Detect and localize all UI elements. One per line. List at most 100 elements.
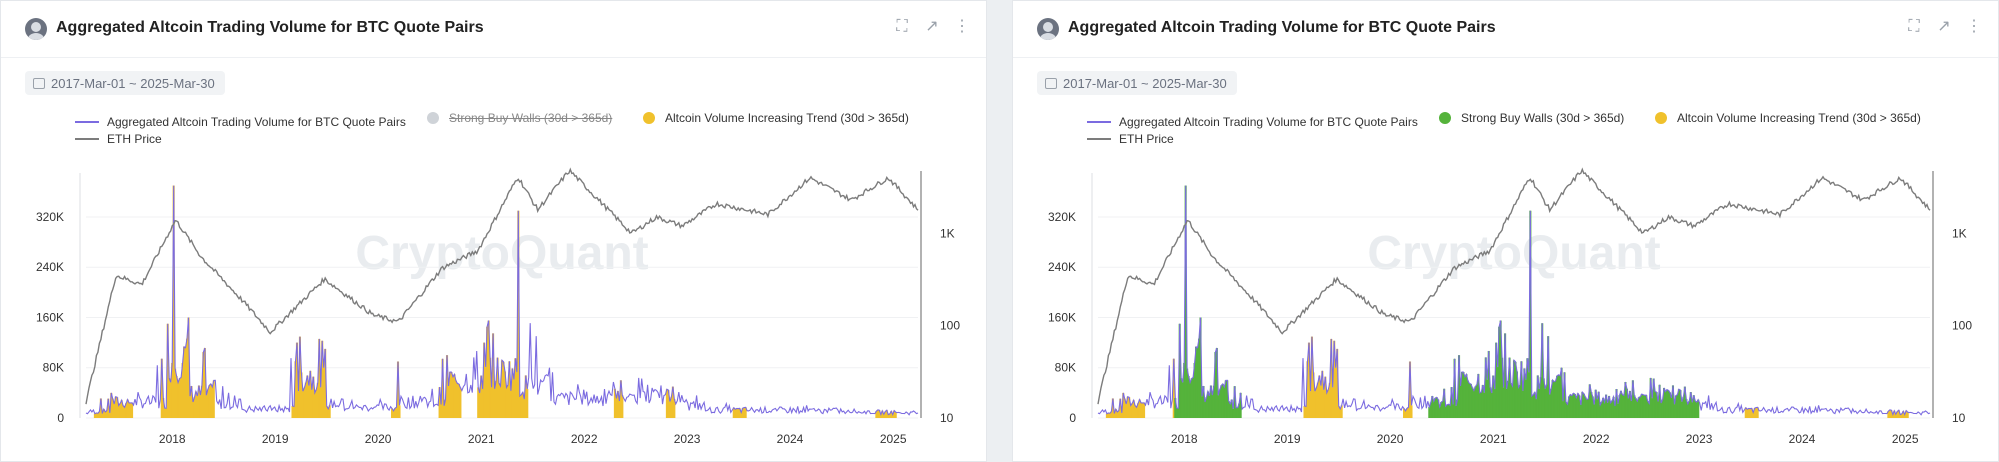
highlight-bar — [1499, 320, 1502, 418]
highlight-bar — [670, 396, 673, 418]
highlight-bar — [613, 388, 616, 418]
highlight-bar — [188, 396, 192, 418]
highlight-bar — [741, 408, 744, 418]
highlight-bar — [1608, 395, 1611, 418]
highlight-bar — [298, 336, 301, 418]
highlight-bar — [1671, 385, 1675, 418]
highlight-bar — [315, 389, 318, 418]
highlight-bar — [1637, 397, 1640, 418]
highlight-bar — [1661, 399, 1664, 418]
date-range-label: 2017-Mar-01 ~ 2025-Mar-30 — [1063, 75, 1227, 91]
highlight-bar — [1545, 384, 1548, 418]
highlight-bar — [1504, 333, 1507, 418]
highlight-bar — [1195, 346, 1198, 418]
highlight-bar — [1900, 413, 1903, 418]
legend-item-increasing-trend[interactable]: Altcoin Volume Increasing Trend (30d > 3… — [1655, 111, 1921, 125]
open-external-icon[interactable]: ↗ — [925, 18, 939, 35]
highlight-bar — [111, 398, 114, 418]
expand-icon[interactable]: ⛶ — [896, 18, 908, 35]
highlight-bar — [96, 413, 99, 418]
highlight-bar — [1199, 317, 1202, 418]
highlight-bar — [205, 395, 208, 418]
highlight-bar — [1322, 389, 1325, 418]
expand-icon[interactable]: ⛶ — [1908, 18, 1920, 35]
highlight-bar — [194, 391, 197, 418]
highlight-bar — [1906, 412, 1909, 418]
highlight-bar — [665, 389, 668, 418]
date-range-picker[interactable]: 2017-Mar-01 ~ 2025-Mar-30 — [1037, 71, 1237, 95]
highlight-bar — [1651, 398, 1654, 418]
y-left-tick-label: 160K — [1048, 310, 1076, 324]
highlight-bar — [395, 407, 398, 418]
highlight-bar — [509, 390, 512, 418]
highlight-bar — [316, 382, 319, 418]
highlight-bar — [1575, 397, 1578, 418]
open-external-icon[interactable]: ↗ — [1937, 18, 1951, 35]
legend-item-altcoin-volume[interactable]: Aggregated Altcoin Trading Volume for BT… — [75, 115, 406, 129]
highlight-bar — [1484, 357, 1487, 418]
highlight-bar — [1585, 399, 1588, 418]
highlight-bar — [1105, 413, 1108, 418]
legend-label: Altcoin Volume Increasing Trend (30d > 3… — [1677, 111, 1921, 125]
highlight-bar — [1570, 395, 1573, 418]
highlight-bar — [667, 390, 670, 418]
legend-item-eth-price[interactable]: ETH Price — [75, 132, 162, 146]
highlight-bar — [1603, 402, 1606, 418]
highlight-bar — [1450, 387, 1453, 418]
card-actions: ⛶ ↗ ⋮ — [894, 19, 970, 35]
card-title: Aggregated Altcoin Trading Volume for BT… — [1068, 19, 1496, 36]
highlight-bar — [1431, 396, 1434, 418]
chart-plot[interactable]: CryptoQuant 0 80K 160K 240K 320K 10 100 1K 2018 20… — [1013, 1, 1999, 462]
highlight-bar — [1444, 406, 1447, 418]
highlight-bar — [1556, 375, 1559, 418]
more-menu-icon[interactable]: ⋮ — [1966, 18, 1982, 35]
author-avatar[interactable] — [25, 18, 47, 40]
highlight-bar — [1683, 386, 1686, 418]
highlight-bar — [1174, 397, 1177, 418]
author-avatar[interactable] — [1037, 18, 1059, 40]
highlight-bar — [1755, 407, 1758, 418]
highlight-bar — [1226, 380, 1229, 418]
eth-price-line — [1097, 167, 1931, 405]
highlight-bar — [1495, 342, 1498, 418]
highlight-bar — [212, 380, 215, 418]
legend-item-altcoin-volume[interactable]: Aggregated Altcoin Trading Volume for BT… — [1087, 115, 1418, 129]
highlight-bar — [1560, 367, 1563, 418]
highlight-bar — [1657, 401, 1660, 418]
highlight-bar — [193, 397, 196, 418]
legend-item-strong-buy-walls[interactable]: Strong Buy Walls (30d > 365d) — [1439, 111, 1624, 125]
highlight-bar — [1578, 395, 1581, 418]
legend-item-strong-buy-walls[interactable]: Strong Buy Walls (30d > 365d) — [427, 111, 612, 125]
highlight-bar — [1539, 377, 1542, 418]
highlight-bar — [1172, 358, 1175, 418]
highlight-bar — [743, 407, 746, 418]
y-left-tick-label: 240K — [36, 260, 64, 274]
legend-item-increasing-trend[interactable]: Altcoin Volume Increasing Trend (30d > 3… — [643, 111, 909, 125]
highlight-bar — [171, 362, 174, 418]
highlight-bar — [327, 408, 330, 418]
highlight-bar — [1309, 391, 1312, 418]
legend-item-eth-price[interactable]: ETH Price — [1087, 132, 1174, 146]
y-left-tick-label: 0 — [1069, 411, 1076, 425]
highlight-bar — [113, 404, 116, 418]
highlight-bar — [1180, 378, 1183, 418]
highlight-bar — [1215, 347, 1218, 418]
date-range-label: 2017-Mar-01 ~ 2025-Mar-30 — [51, 75, 215, 91]
highlight-bar — [1512, 360, 1516, 418]
highlight-bar — [1492, 375, 1495, 418]
chart-card-left: Aggregated Altcoin Trading Volume for BT… — [0, 0, 987, 462]
highlight-bar — [1456, 399, 1459, 418]
highlight-bar — [1313, 391, 1316, 418]
date-range-picker[interactable]: 2017-Mar-01 ~ 2025-Mar-30 — [25, 71, 225, 95]
highlight-bar — [1475, 384, 1478, 418]
more-menu-icon[interactable]: ⋮ — [954, 18, 970, 35]
highlight-bar — [93, 413, 96, 418]
highlight-bar — [1143, 402, 1146, 418]
highlight-bar — [180, 377, 183, 418]
highlight-bar — [1114, 409, 1117, 418]
chart-plot[interactable]: CryptoQuant 0 80K 160K 240K 320K 10 100 1K 2018 20… — [1, 1, 987, 462]
highlight-bar — [1440, 402, 1443, 418]
highlight-bar — [108, 412, 111, 418]
highlight-bar — [618, 400, 621, 418]
highlight-bar — [1665, 389, 1669, 418]
